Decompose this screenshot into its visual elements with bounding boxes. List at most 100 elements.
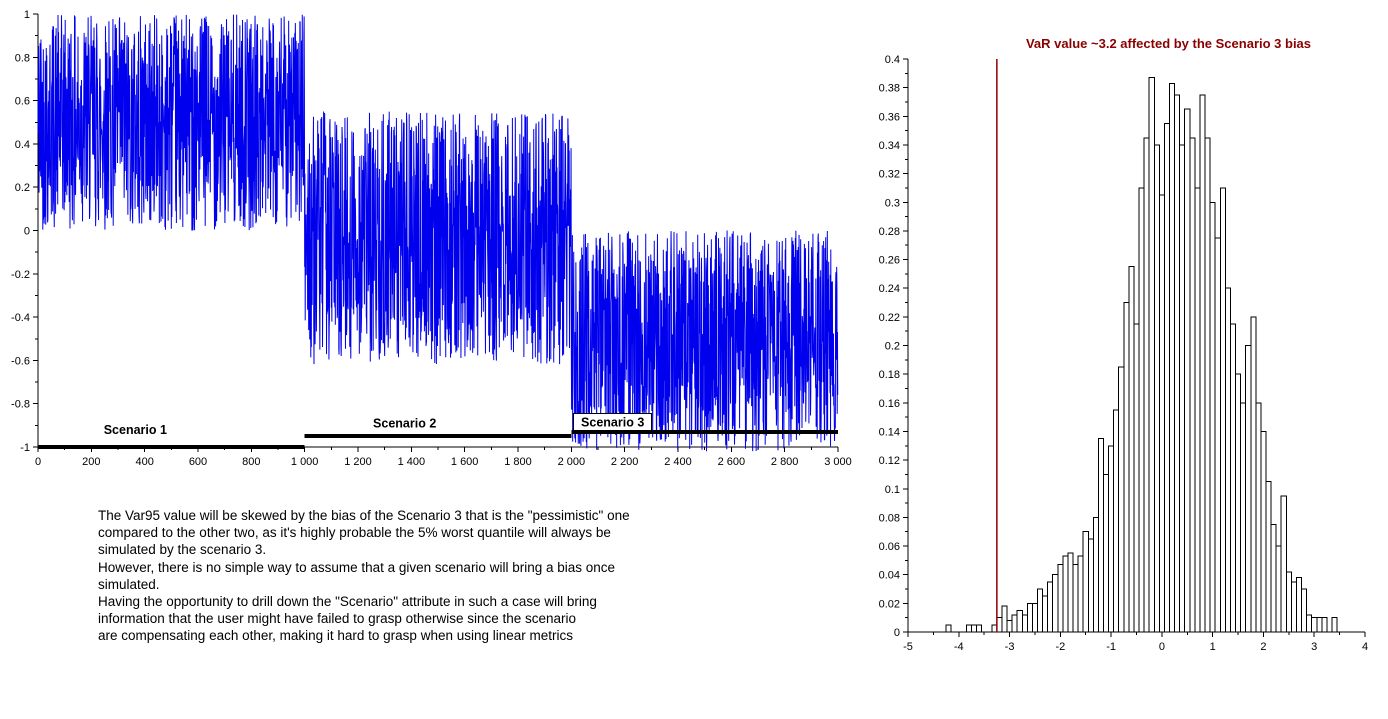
x-tick-label: 1 000 xyxy=(291,456,319,468)
histogram-bar xyxy=(1123,302,1130,633)
x-tick-label: 2 200 xyxy=(611,456,639,468)
y-tick-label: 0.12 xyxy=(879,455,900,467)
histogram-bar xyxy=(1306,614,1313,633)
histogram-bar xyxy=(1255,402,1262,633)
y-tick-label: -0.6 xyxy=(11,355,30,367)
scenario-label: Scenario 3 xyxy=(581,415,644,429)
histogram-chart: VaR value ~3.2 affected by the Scenario … xyxy=(860,0,1388,680)
histogram-bar xyxy=(1260,430,1267,633)
x-tick-label: 1 600 xyxy=(451,456,479,468)
histogram-bar xyxy=(1016,610,1023,633)
histogram-svg: VaR value ~3.2 affected by the Scenario … xyxy=(879,36,1368,653)
histogram-bar xyxy=(1179,144,1186,633)
histogram-bar xyxy=(1199,94,1206,633)
y-tick-label: -1 xyxy=(20,442,30,454)
y-tick-label: 0.14 xyxy=(879,426,900,438)
histogram-bar xyxy=(1031,602,1038,633)
histogram-bar xyxy=(1118,366,1125,633)
histogram-bar xyxy=(1316,617,1323,633)
timeseries-svg: 0 200 400 600 800 1 000 1 200 1 400 1 600 1 800 2 … xyxy=(11,9,852,468)
histogram-bar xyxy=(1052,574,1059,633)
x-tick-label: -3 xyxy=(1005,641,1015,653)
note-line: simulated by the scenario 3. xyxy=(98,542,267,558)
histogram-bar xyxy=(1128,266,1135,633)
y-tick-label: 0.2 xyxy=(15,182,30,194)
histogram-bar xyxy=(976,624,983,633)
histogram-bar xyxy=(1275,545,1282,633)
histogram-bar xyxy=(1280,495,1287,633)
histogram-bar xyxy=(1042,595,1049,633)
histogram-bar xyxy=(1285,571,1292,633)
y-tick-label: 0.08 xyxy=(879,512,900,524)
x-tick-label: 200 xyxy=(82,456,100,468)
histogram-bar xyxy=(1311,617,1318,633)
histogram-bar xyxy=(1219,187,1226,633)
histogram-bar xyxy=(991,624,998,633)
x-tick-label: 2 600 xyxy=(718,456,746,468)
y-tick-label: 0.24 xyxy=(879,283,900,295)
histogram-bar xyxy=(1224,287,1231,633)
histogram-bar xyxy=(1209,201,1216,633)
scenario-label: Scenario 2 xyxy=(373,417,436,431)
histogram-bar xyxy=(1229,323,1237,633)
note-line: are compensating each other, making it h… xyxy=(98,628,574,644)
histogram-bar xyxy=(1189,137,1196,633)
histogram-bar xyxy=(1062,555,1069,633)
histogram-bar xyxy=(1011,614,1018,633)
histogram-bar xyxy=(1331,617,1338,633)
histogram-bar xyxy=(1250,316,1257,633)
histogram-bar xyxy=(1006,620,1013,633)
x-tick-label: 600 xyxy=(189,456,207,468)
note-line: simulated. xyxy=(98,576,160,592)
histogram-bar xyxy=(1295,577,1303,633)
y-tick-label: 0 xyxy=(24,226,30,238)
histogram-bar xyxy=(1184,108,1191,633)
y-tick-label: 0.22 xyxy=(879,312,900,324)
histogram-bar xyxy=(1077,555,1084,633)
histogram-bar xyxy=(1133,323,1140,633)
y-tick-label: 0.32 xyxy=(879,169,900,181)
histogram-bar xyxy=(1153,144,1160,633)
histogram-bar xyxy=(1174,94,1181,633)
y-tick-label: -0.8 xyxy=(11,399,30,411)
x-tick-label: 800 xyxy=(242,456,260,468)
scenario-label-box xyxy=(573,412,653,431)
histogram-bar xyxy=(1072,564,1079,633)
x-tick-label: 0 xyxy=(1159,641,1165,653)
y-tick-label: 0.36 xyxy=(879,111,900,123)
histogram-bar xyxy=(1270,524,1277,633)
x-tick-label: 1 400 xyxy=(398,456,426,468)
y-tick-label: -0.4 xyxy=(11,312,30,324)
histogram-bar xyxy=(1148,77,1155,633)
x-tick-label: -5 xyxy=(903,641,913,653)
x-tick-label: 1 200 xyxy=(344,456,372,468)
y-tick-label: 0.2 xyxy=(885,341,900,353)
y-tick-label: 0.1 xyxy=(885,484,900,496)
y-tick-label: 0.34 xyxy=(879,140,900,152)
histogram-bar xyxy=(1321,617,1328,633)
histogram-bar xyxy=(1047,581,1054,633)
histogram-bar xyxy=(1138,187,1145,633)
histogram-bar xyxy=(1169,82,1176,633)
histogram-bar xyxy=(1102,473,1110,633)
histogram-bar xyxy=(1082,531,1089,633)
x-tick-label: 2 000 xyxy=(558,456,586,468)
signal-polyline xyxy=(37,14,839,452)
x-tick-label: 1 xyxy=(1210,641,1216,653)
y-tick-label: 0.6 xyxy=(15,96,30,108)
histogram-bar xyxy=(1108,445,1115,633)
y-tick-label: 0 xyxy=(894,627,900,639)
note-line: However, there is no simple way to assum… xyxy=(98,559,616,575)
x-tick-label: -4 xyxy=(954,641,964,653)
histogram-bar xyxy=(1021,614,1028,633)
x-tick-label: -1 xyxy=(1106,641,1116,653)
y-tick-label: 0.8 xyxy=(15,52,30,64)
x-tick-label: 0 xyxy=(35,456,41,468)
x-tick-label: 400 xyxy=(135,456,153,468)
histogram-bar xyxy=(1235,373,1242,633)
x-tick-label: 2 800 xyxy=(771,456,799,468)
y-tick-label: 0.4 xyxy=(15,139,30,151)
chart-title: VaR value ~3.2 affected by the Scenario … xyxy=(1026,36,1311,51)
x-tick-label: -2 xyxy=(1055,641,1065,653)
